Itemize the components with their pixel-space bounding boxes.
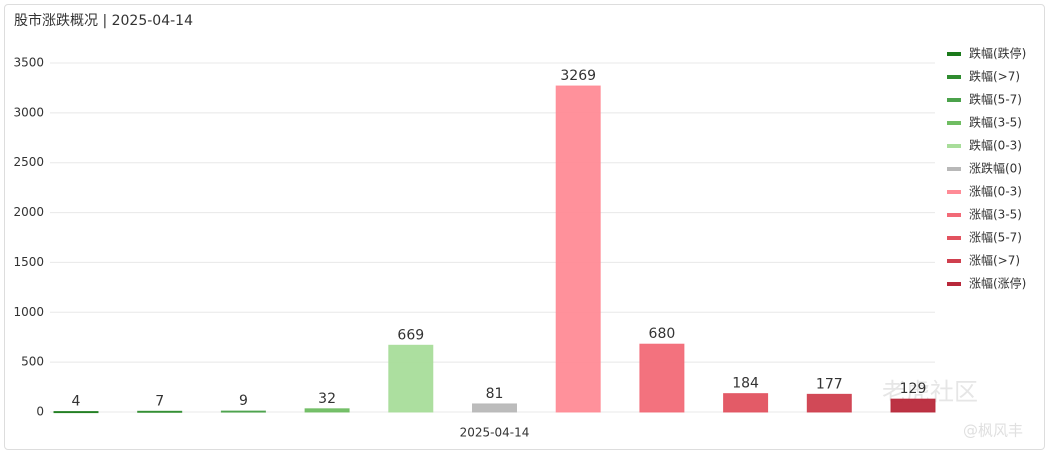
legend-label: 涨幅(5-7) xyxy=(969,230,1022,245)
value-label: 129 xyxy=(900,381,927,397)
value-label: 669 xyxy=(397,327,424,343)
bar xyxy=(137,410,183,413)
value-label: 4 xyxy=(72,394,81,410)
chart-title: 股市涨跌概况 | 2025-04-14 xyxy=(14,12,193,29)
card xyxy=(4,4,1045,450)
watermark: @枫风丰 xyxy=(963,422,1023,440)
bar xyxy=(806,393,852,413)
value-label: 184 xyxy=(732,376,759,392)
value-label: 177 xyxy=(816,376,843,392)
legend-label: 涨幅(涨停) xyxy=(969,276,1026,291)
y-tick-label: 2000 xyxy=(13,205,44,219)
y-tick-label: 0 xyxy=(36,405,44,419)
value-label: 32 xyxy=(318,391,336,407)
legend-label: 涨跌幅(0) xyxy=(969,161,1022,176)
bar xyxy=(555,85,601,413)
value-label: 9 xyxy=(239,393,248,409)
y-tick-label: 500 xyxy=(21,355,44,369)
bar xyxy=(220,410,266,413)
bar xyxy=(890,398,936,413)
bar xyxy=(723,393,769,413)
bar xyxy=(388,344,434,413)
legend-label: 涨幅(0-3) xyxy=(969,184,1022,199)
y-tick-label: 1500 xyxy=(13,255,44,269)
bar xyxy=(639,343,685,413)
value-label: 7 xyxy=(155,393,164,409)
legend-label: 涨幅(3-5) xyxy=(969,207,1022,222)
y-tick-label: 2500 xyxy=(13,155,44,169)
legend-label: 跌幅(5-7) xyxy=(969,92,1022,107)
bar xyxy=(472,403,517,413)
legend-label: 跌幅(>7) xyxy=(969,69,1020,84)
y-tick-label: 1000 xyxy=(13,305,44,319)
legend-label: 跌幅(3-5) xyxy=(969,115,1022,130)
legend-label: 跌幅(跌停) xyxy=(969,46,1026,61)
bar xyxy=(304,408,350,413)
bar xyxy=(53,411,99,414)
value-label: 3269 xyxy=(560,68,596,84)
x-tick-label: 2025-04-14 xyxy=(460,426,530,440)
legend-label: 跌幅(0-3) xyxy=(969,138,1022,153)
value-label: 680 xyxy=(649,326,676,342)
legend-label: 涨幅(>7) xyxy=(969,253,1020,268)
y-tick-label: 3500 xyxy=(13,56,44,70)
y-tick-label: 3000 xyxy=(13,105,44,119)
value-label: 81 xyxy=(486,386,504,402)
